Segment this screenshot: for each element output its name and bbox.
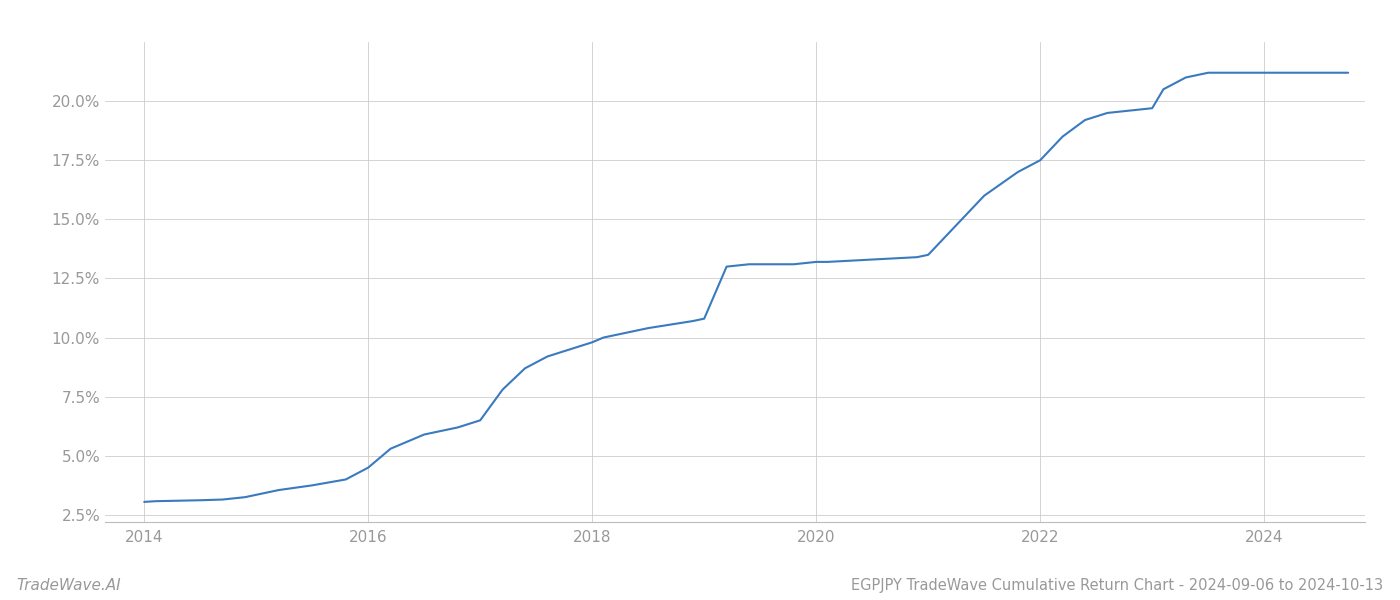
Text: TradeWave.AI: TradeWave.AI [17, 578, 122, 593]
Text: EGPJPY TradeWave Cumulative Return Chart - 2024-09-06 to 2024-10-13: EGPJPY TradeWave Cumulative Return Chart… [851, 578, 1383, 593]
